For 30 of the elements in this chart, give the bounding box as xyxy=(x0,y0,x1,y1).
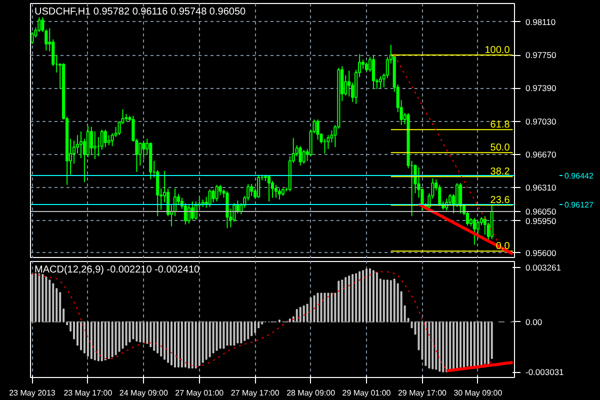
y-tick-label: 0.97390 xyxy=(526,83,556,94)
y-tick-label: 0.98110 xyxy=(526,16,556,27)
x-tick-label: 27 May 01:00 xyxy=(175,388,224,398)
series-label: 100.0 xyxy=(484,45,510,56)
x-tick-label: 23 May 17:00 xyxy=(64,388,113,398)
y-tick-label: 0.96310 xyxy=(526,182,556,193)
x-tick-label: 29 May 17:00 xyxy=(398,388,448,398)
series-label: 38.2 xyxy=(490,166,510,178)
y-tick-label: 0.97750 xyxy=(526,50,556,60)
ref-line-label: 0.96442 xyxy=(564,171,594,180)
y-tick-label: 0.003261 xyxy=(526,262,562,273)
ref-line-label: 0.96127 xyxy=(564,200,594,210)
y-tick-label: 0.95600 xyxy=(526,248,556,258)
x-tick-label: 29 May 01:00 xyxy=(342,388,392,398)
chart-title: MACD(12,26,9) -0.002210 -0.002410 xyxy=(34,264,200,276)
y-tick-label: 0.95950 xyxy=(526,216,556,226)
y-tick-label: -0.003031 xyxy=(526,367,564,378)
y-tick-label: 0.96670 xyxy=(526,149,556,160)
chart-title: USDCHF,H1 0.95782 0.96116 0.95748 0.96050 xyxy=(34,6,246,18)
x-tick-label: 24 May 09:00 xyxy=(119,388,168,398)
y-tick-label: 0.00 xyxy=(526,316,542,327)
series-label: 23.6 xyxy=(490,195,510,206)
x-tick-label: 27 May 17:00 xyxy=(230,388,280,398)
x-tick-label: 28 May 09:00 xyxy=(286,388,336,398)
series-label: 61.8 xyxy=(490,120,510,131)
x-tick-label: 30 May 09:00 xyxy=(454,388,503,398)
y-tick-label: 0.97030 xyxy=(526,116,556,126)
series-label: 50.0 xyxy=(490,142,510,154)
x-tick-label: 23 May 2013 xyxy=(9,388,56,398)
ref-line-label: 0.96050 xyxy=(526,206,556,217)
